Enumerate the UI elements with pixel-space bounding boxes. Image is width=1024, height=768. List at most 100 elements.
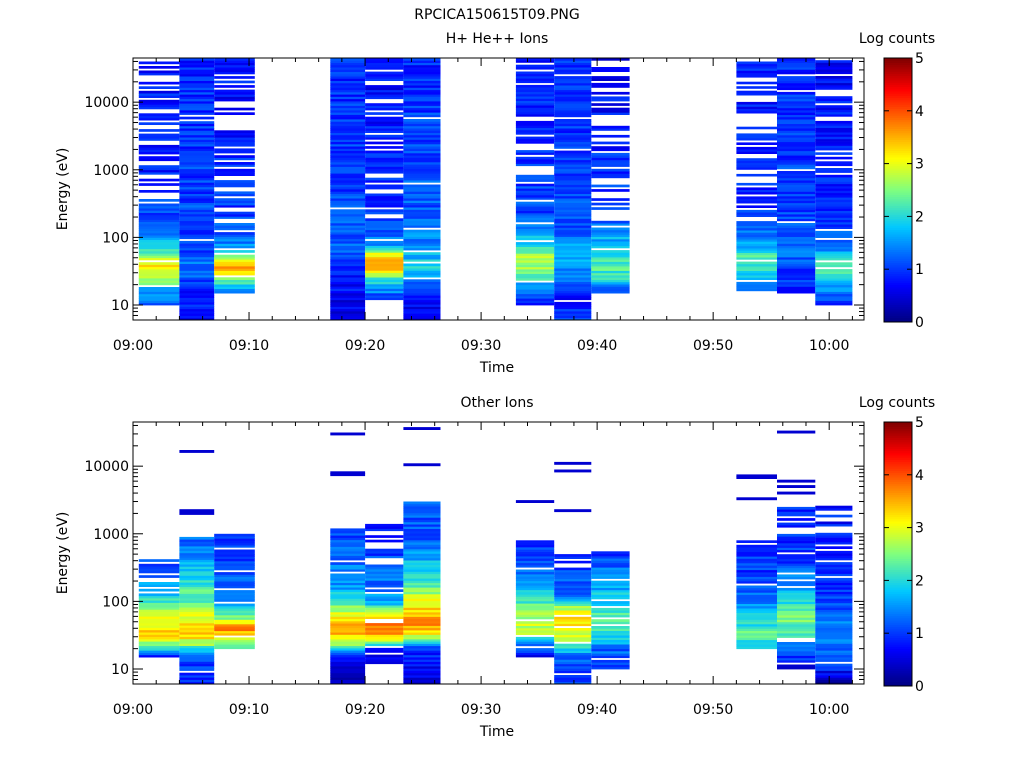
- spectrogram-cell: [515, 242, 555, 245]
- spectrogram-cell: [777, 186, 816, 190]
- spectrogram-cell: [403, 607, 441, 611]
- spectrogram-cell: [330, 277, 366, 280]
- spectrogram-cell: [777, 218, 816, 222]
- spectrogram-cell: [554, 159, 592, 163]
- spectrogram-cell: [736, 263, 777, 267]
- spectrogram-cell: [330, 67, 366, 70]
- spectrogram-cell: [736, 212, 777, 215]
- spectrogram-cell: [736, 187, 777, 190]
- spectrogram-cell: [591, 619, 630, 622]
- spectrogram-cell: [815, 197, 853, 200]
- colorbar-segment: [884, 540, 912, 544]
- colorbar-segment: [884, 240, 912, 244]
- spectrogram-cell: [403, 521, 441, 525]
- spectrogram-cell: [815, 221, 853, 225]
- spectrogram-cell: [777, 259, 816, 262]
- spectrogram-cell: [330, 184, 366, 188]
- spectrogram-cell: [554, 630, 592, 633]
- spectrogram-cell: [554, 80, 592, 84]
- spectrogram-cell: [777, 198, 816, 201]
- spectrogram-cell: [591, 664, 630, 668]
- spectrogram-cell: [515, 100, 555, 104]
- spectrogram-cell: [777, 277, 816, 280]
- spectrogram-cell: [138, 172, 180, 175]
- spectrogram-cell: [736, 553, 777, 557]
- spectrogram-cell: [214, 572, 255, 575]
- colorbar-segment: [884, 146, 912, 149]
- spectrogram-cell: [591, 171, 630, 174]
- spectrogram-cell: [330, 202, 366, 206]
- colorbar-segment: [884, 584, 912, 588]
- spectrogram-cell: [777, 657, 816, 661]
- spectrogram-cell: [330, 659, 366, 662]
- spectrogram-cell: [365, 643, 404, 647]
- spectrogram-cell: [515, 601, 555, 604]
- x-tick-label: 09:30: [461, 702, 501, 718]
- spectrogram-cell: [214, 623, 255, 627]
- spectrogram-cell: [403, 256, 441, 260]
- colorbar-segment: [884, 124, 912, 127]
- spectrogram-cell: [403, 243, 441, 246]
- spectrogram-cell: [179, 146, 215, 149]
- spectrogram-cell: [591, 198, 630, 201]
- spectrogram-cell: [591, 655, 630, 659]
- colorbar-segment: [884, 448, 912, 452]
- spectrogram-cell: [815, 681, 853, 685]
- colorbar-segment: [884, 653, 912, 656]
- spectrogram-cell: [777, 78, 816, 81]
- spectrogram-cell: [591, 168, 630, 172]
- spectrogram-cell: [815, 271, 853, 274]
- colorbar-segment: [884, 313, 912, 316]
- spectrogram-cell: [403, 175, 441, 179]
- colorbar-segment: [884, 571, 912, 575]
- colorbar-segment: [884, 529, 912, 533]
- spectrogram-cell: [365, 250, 404, 253]
- colorbar-segment: [884, 86, 912, 90]
- spectrogram-cell: [554, 173, 592, 176]
- colorbar-segment: [884, 66, 912, 70]
- spectrogram-cell: [330, 629, 366, 633]
- spectrogram-cell: [736, 182, 777, 186]
- spectrogram-cell: [515, 636, 555, 640]
- spectrogram-cell: [365, 602, 404, 606]
- spectrogram-cell: [403, 668, 441, 671]
- spectrogram-cell: [736, 72, 777, 76]
- colorbar-segment: [884, 492, 912, 496]
- spectrogram-cell: [403, 125, 441, 129]
- spectrogram-cell: [403, 675, 441, 678]
- spectrogram-cell: [515, 257, 555, 261]
- spectrogram-cell: [591, 220, 630, 224]
- spectrogram-cell: [365, 85, 404, 88]
- spectrogram-cell: [777, 603, 816, 607]
- spectrogram-cell: [777, 619, 816, 623]
- spectrogram-cell: [815, 174, 853, 178]
- spectrogram-cell: [736, 630, 777, 634]
- spectrogram-cell: [330, 593, 366, 597]
- spectrogram-cell: [403, 564, 441, 568]
- spectrogram-cell: [403, 616, 441, 620]
- spectrogram-cell: [777, 272, 816, 276]
- spectrogram-cell: [736, 191, 777, 195]
- spectrogram-cell: [403, 306, 441, 310]
- spectrogram-cell: [736, 250, 777, 253]
- spectrogram-cell: [515, 89, 555, 92]
- spectrogram-cell: [515, 174, 555, 178]
- colorbar-segment: [884, 218, 912, 222]
- spectrogram-cell: [179, 139, 215, 142]
- colorbar-segment: [884, 113, 912, 116]
- spectrogram-cell: [554, 590, 592, 593]
- spectrogram-cell: [330, 69, 366, 72]
- spectrogram-cell: [138, 266, 180, 270]
- spectrogram-cell: [403, 295, 441, 298]
- spectrogram-cell: [179, 100, 215, 104]
- spectrogram-cell: [554, 85, 592, 88]
- spectrogram-cell: [554, 69, 592, 72]
- spectrogram-cell: [815, 251, 853, 254]
- spectrogram-cell: [403, 231, 441, 235]
- colorbar-segment: [884, 64, 912, 68]
- spectrogram-cell: [214, 556, 255, 559]
- spectrogram-cell: [777, 270, 816, 274]
- spectrogram-cell: [591, 85, 630, 88]
- spectrogram-cell: [179, 288, 215, 292]
- spectrogram-cell: [403, 652, 441, 656]
